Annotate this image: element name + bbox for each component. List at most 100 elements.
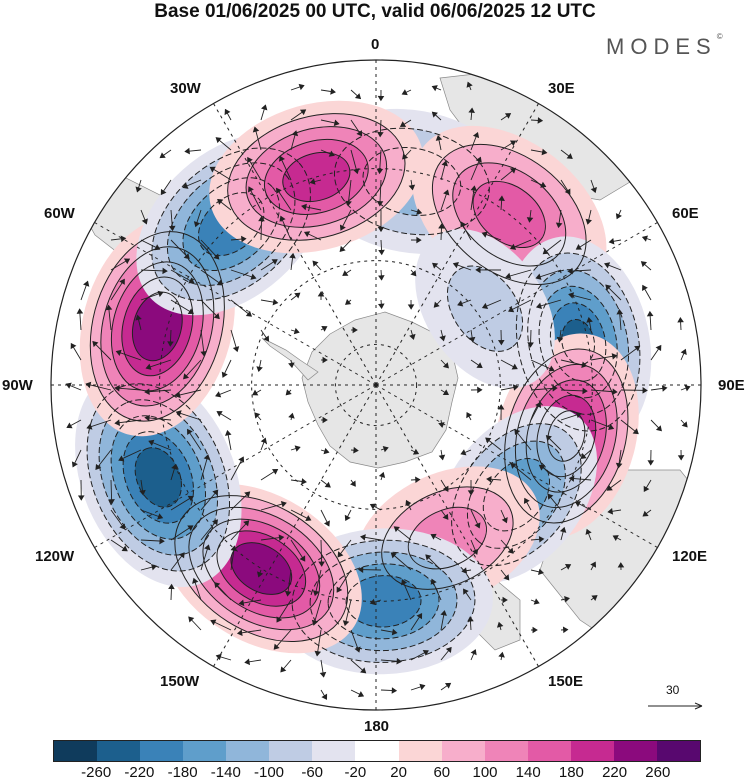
wind-vector-head <box>261 104 268 111</box>
wind-vector-head <box>567 267 573 275</box>
wind-vector-head <box>430 578 437 585</box>
colorbar-swatch <box>312 741 356 761</box>
wind-vector-head <box>271 259 278 265</box>
wind-vector-head <box>139 489 146 496</box>
wind-vector-head <box>476 362 483 368</box>
wind-vector-head <box>350 480 356 487</box>
wind-vector-head <box>444 682 452 689</box>
anomaly-shade <box>231 542 292 595</box>
reference-vector-value: 30 <box>666 683 680 697</box>
wind-vector-head <box>440 610 447 616</box>
wind-vector-head <box>477 386 483 394</box>
wind-vector-head <box>574 501 582 508</box>
label-lon-180: 180 <box>364 718 390 735</box>
wind-vector-head <box>210 619 217 626</box>
wind-vector-head <box>247 156 253 164</box>
wind-vector-head <box>586 316 593 323</box>
wind-vector-head <box>438 223 445 229</box>
wind-vector-head <box>498 195 505 201</box>
wind-vector-head <box>192 577 199 584</box>
wind-vector-head <box>590 186 597 194</box>
wind-vector-head <box>345 298 352 305</box>
wind-vector-head <box>271 469 279 475</box>
wind-vector-head <box>399 121 407 127</box>
colorbar-tick-label: -20 <box>344 764 367 781</box>
wind-vector-head <box>416 236 422 244</box>
wind-vector-head <box>77 495 85 501</box>
wind-vector-head <box>378 275 385 281</box>
wind-vector-head <box>540 181 547 188</box>
wind-vector-head <box>475 156 482 163</box>
wind-vector-head <box>416 612 423 620</box>
page-title: Base 01/06/2025 00 UTC, valid 06/06/2025… <box>154 1 596 22</box>
antarctic-peninsula <box>261 337 319 381</box>
colorbar-tick-label: -260 <box>81 764 112 781</box>
wind-vector-head <box>585 218 592 225</box>
wind-vector-head <box>510 462 517 469</box>
wind-vector-head <box>460 221 467 228</box>
wind-vector-head <box>419 683 426 691</box>
wind-vector-head <box>321 326 328 332</box>
wind-vector-head <box>582 387 588 395</box>
anomaly-contour <box>309 551 458 652</box>
wind-vector-head <box>322 356 328 364</box>
colorbar-tick-label: -220 <box>124 764 155 781</box>
wind-vector-head <box>439 335 446 342</box>
wind-vector-head <box>642 510 649 517</box>
wind-vector-head <box>216 279 223 286</box>
latitude-circle <box>159 168 593 602</box>
wind-vector-head <box>250 273 257 280</box>
wind-vector-head <box>212 489 219 496</box>
wind-vector-head <box>217 198 224 205</box>
wind-vector-head <box>184 147 190 155</box>
wind-vector-head <box>299 555 306 562</box>
wind-vector-head <box>555 222 563 229</box>
wind-vector-head <box>221 371 228 378</box>
wind-vectors <box>65 81 691 700</box>
wind-vector-head <box>535 401 542 409</box>
wind-vector-head <box>566 153 573 159</box>
anomaly-contour <box>333 127 490 236</box>
wind-vector-head <box>148 439 155 446</box>
wind-vector-head <box>460 449 467 456</box>
wind-vector-head <box>509 167 517 174</box>
wind-vector-head <box>432 262 439 269</box>
colorbar-tick-label: 180 <box>558 764 584 781</box>
wind-vector-head <box>328 150 335 157</box>
wind-vector-head <box>541 148 548 156</box>
meridian-line <box>213 103 377 386</box>
label-lon-150e: 150E <box>548 673 584 690</box>
colorbar <box>53 740 701 762</box>
anomaly-contour <box>525 379 607 493</box>
wind-vector-head <box>467 616 474 622</box>
wind-vector-head <box>336 586 343 593</box>
brand-name: MODES <box>606 34 717 59</box>
wind-vector-head <box>276 616 283 623</box>
wind-vector-head <box>538 536 545 543</box>
wind-vector-head <box>289 252 296 259</box>
wind-vector-head <box>333 119 340 127</box>
wind-vector-head <box>342 270 349 276</box>
wind-vector-head <box>481 231 488 238</box>
wind-vector-head <box>278 534 285 541</box>
wind-vector-head <box>120 235 127 243</box>
wind-vector-head <box>661 385 668 392</box>
anomaly-contour <box>547 410 586 462</box>
wind-vector-head <box>212 519 218 526</box>
wind-vector-head <box>256 571 264 578</box>
wind-vector-head <box>575 244 582 250</box>
anomaly-contour <box>86 383 231 572</box>
wind-vector-head <box>468 336 476 343</box>
wind-vector-head <box>188 277 195 284</box>
wind-vector-head <box>115 349 122 357</box>
wind-vector-head <box>608 238 615 245</box>
wind-vector-head <box>485 437 492 444</box>
anomaly-contour <box>98 399 219 556</box>
wind-vector-head <box>301 203 307 211</box>
wind-vector-head <box>301 478 307 485</box>
wind-vector-head <box>681 421 688 428</box>
wind-vector-head <box>547 493 554 500</box>
wind-vector-head <box>606 484 613 491</box>
wind-vector-head <box>514 428 521 436</box>
wind-vector-head <box>238 456 245 463</box>
